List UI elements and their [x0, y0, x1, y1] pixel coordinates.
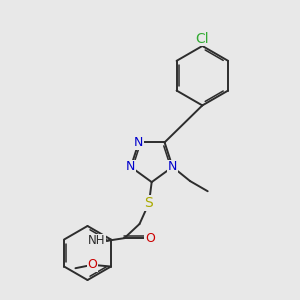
- Text: NH: NH: [88, 234, 105, 248]
- Text: N: N: [134, 136, 143, 149]
- Text: O: O: [145, 232, 155, 245]
- Text: N: N: [126, 160, 136, 173]
- Text: O: O: [87, 258, 97, 271]
- Text: S: S: [145, 196, 153, 210]
- Text: Cl: Cl: [196, 32, 209, 46]
- Text: N: N: [168, 160, 177, 173]
